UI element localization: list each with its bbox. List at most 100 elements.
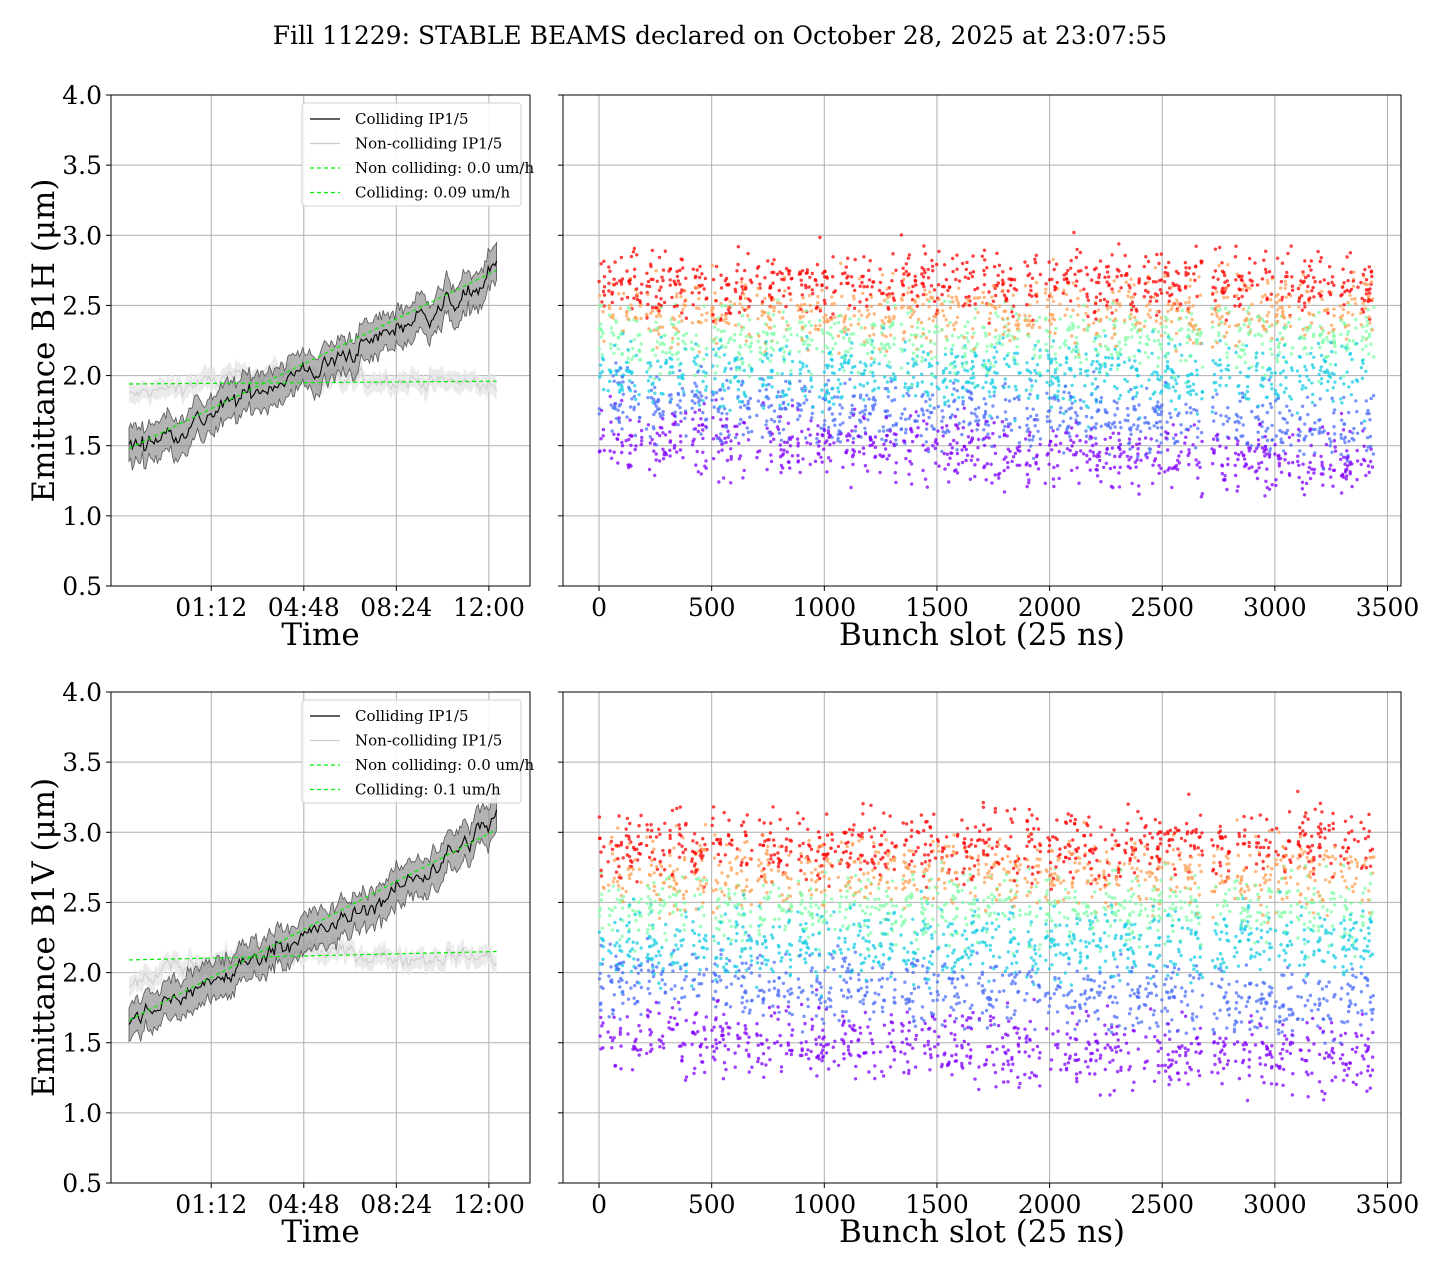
scatter-point	[1027, 396, 1031, 400]
scatter-point	[913, 394, 918, 398]
scatter-point	[663, 901, 667, 906]
scatter-point	[930, 258, 934, 263]
scatter-point	[725, 417, 729, 421]
scatter-point	[1225, 311, 1229, 316]
scatter-point	[1114, 319, 1119, 323]
scatter-point	[1143, 319, 1147, 323]
scatter-point	[940, 292, 944, 297]
scatter-point	[633, 949, 637, 953]
scatter-point	[636, 900, 641, 904]
scatter-point	[840, 395, 844, 399]
scatter-point	[785, 320, 789, 324]
scatter-point	[617, 390, 622, 394]
scatter-point	[1114, 344, 1118, 348]
scatter-point	[627, 866, 632, 870]
scatter-point	[1107, 421, 1111, 425]
scatter-point	[1224, 383, 1229, 388]
scatter-point	[639, 985, 644, 990]
scatter-point	[650, 963, 655, 967]
scatter-point	[836, 395, 840, 399]
scatter-point	[1146, 312, 1150, 317]
scatter-point	[1063, 313, 1067, 317]
scatter-point	[664, 938, 669, 942]
scatter-point	[877, 429, 882, 433]
scatter-point	[613, 905, 617, 910]
scatter-point	[988, 414, 992, 418]
scatter-point	[942, 263, 947, 267]
scatter-point	[1347, 439, 1351, 443]
scatter-point	[1261, 435, 1265, 439]
scatter-point	[1002, 468, 1006, 473]
scatter-point	[1017, 441, 1022, 445]
scatter-point	[1341, 428, 1346, 432]
scatter-point	[1198, 333, 1202, 338]
scatter-point	[1224, 342, 1228, 346]
scatter-point	[838, 423, 842, 427]
scatter-point	[1221, 291, 1226, 295]
scatter-point	[877, 362, 881, 366]
scatter-point	[1067, 431, 1071, 435]
scatter-point	[907, 416, 911, 421]
scatter-point	[645, 823, 649, 827]
scatter-point	[1112, 465, 1117, 469]
scatter-point	[1164, 325, 1168, 329]
scatter-point	[698, 264, 702, 269]
scatter-point	[1371, 452, 1376, 456]
scatter-point	[1307, 465, 1312, 470]
scatter-point	[676, 336, 680, 341]
scatter-point	[1300, 480, 1305, 484]
scatter-point	[769, 339, 774, 343]
scatter-point	[1002, 386, 1006, 390]
scatter-point	[702, 304, 706, 308]
scatter-point	[868, 435, 872, 440]
scatter-point	[846, 361, 851, 365]
scatter-point	[982, 465, 986, 470]
scatter-point	[940, 409, 944, 413]
scatter-point	[636, 402, 641, 406]
scatter-point	[1137, 328, 1142, 332]
scatter-point	[865, 393, 869, 397]
scatter-point	[941, 309, 945, 313]
scatter-point	[697, 400, 701, 404]
scatter-point	[838, 403, 842, 407]
scatter-point	[627, 279, 631, 284]
scatter-point	[719, 329, 724, 334]
scatter-point	[742, 403, 747, 408]
scatter-point	[960, 355, 965, 359]
scatter-point	[1016, 323, 1020, 328]
scatter-point	[1050, 374, 1054, 379]
scatter-point	[1115, 275, 1119, 279]
scatter-point	[858, 360, 863, 364]
scatter-point	[697, 408, 702, 412]
scatter-point	[936, 404, 941, 409]
scatter-point	[1170, 292, 1174, 297]
scatter-point	[1363, 306, 1368, 310]
scatter-point	[1260, 424, 1264, 429]
scatter-point	[1128, 447, 1132, 451]
scatter-point	[611, 880, 615, 884]
scatter-point	[1074, 255, 1079, 260]
scatter-point	[1147, 302, 1152, 306]
scatter-point	[1347, 410, 1351, 415]
scatter-point	[1058, 317, 1062, 321]
scatter-point	[599, 322, 603, 326]
scatter-point	[1169, 307, 1174, 311]
scatter-point	[637, 851, 641, 855]
scatter-point	[1069, 468, 1074, 473]
scatter-point	[1117, 351, 1122, 355]
scatter-point	[1296, 438, 1301, 443]
scatter-point	[1288, 315, 1292, 319]
scatter-point	[868, 334, 872, 338]
scatter-point	[660, 325, 665, 329]
scatter-point	[739, 280, 744, 284]
scatter-point	[1309, 351, 1313, 356]
scatter-point	[1110, 287, 1114, 291]
scatter-point	[997, 304, 1001, 308]
scatter-point	[946, 323, 950, 328]
scatter-point	[1256, 314, 1261, 319]
scatter-point	[838, 313, 843, 317]
scatter-point	[1275, 360, 1280, 364]
scatter-point	[820, 350, 825, 354]
scatter-point	[862, 452, 866, 456]
scatter-point	[608, 313, 612, 317]
